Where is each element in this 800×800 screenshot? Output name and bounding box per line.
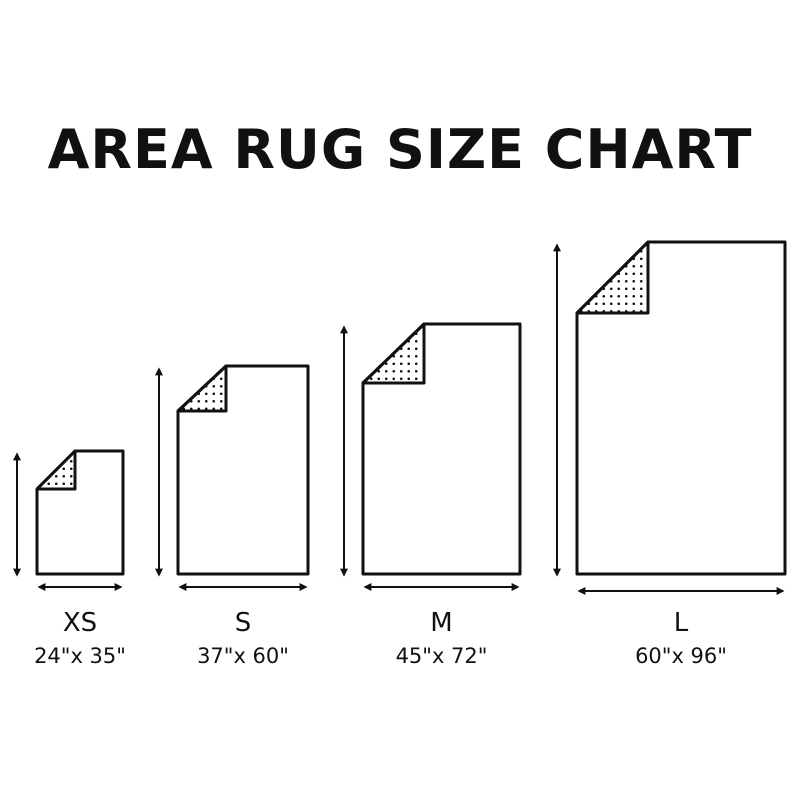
size-name: XS (62, 608, 98, 638)
rug-s-folded-corner (176, 364, 228, 413)
rug-label-xs: XS 24"x 35" (0, 608, 180, 668)
size-name: L (673, 608, 689, 638)
rug-xs-folded-corner (35, 449, 77, 491)
rug-label-l: L 60"x 96" (581, 608, 781, 668)
size-dimensions: 60"x 96" (635, 644, 727, 668)
size-name: M (430, 608, 453, 638)
chart-title: AREA RUG SIZE CHART (47, 118, 753, 181)
rug-m-folded-corner (361, 322, 426, 385)
size-name: S (234, 608, 252, 638)
rug-l-folded-corner (575, 240, 650, 315)
rug-xs-outline (35, 449, 125, 576)
size-dimensions: 24"x 35" (34, 644, 126, 668)
rug-label-s: S 37"x 60" (143, 608, 343, 668)
rug-label-m: M 45"x 72" (342, 608, 542, 668)
size-dimensions: 45"x 72" (395, 644, 488, 668)
size-dimensions: 37"x 60" (197, 644, 289, 668)
